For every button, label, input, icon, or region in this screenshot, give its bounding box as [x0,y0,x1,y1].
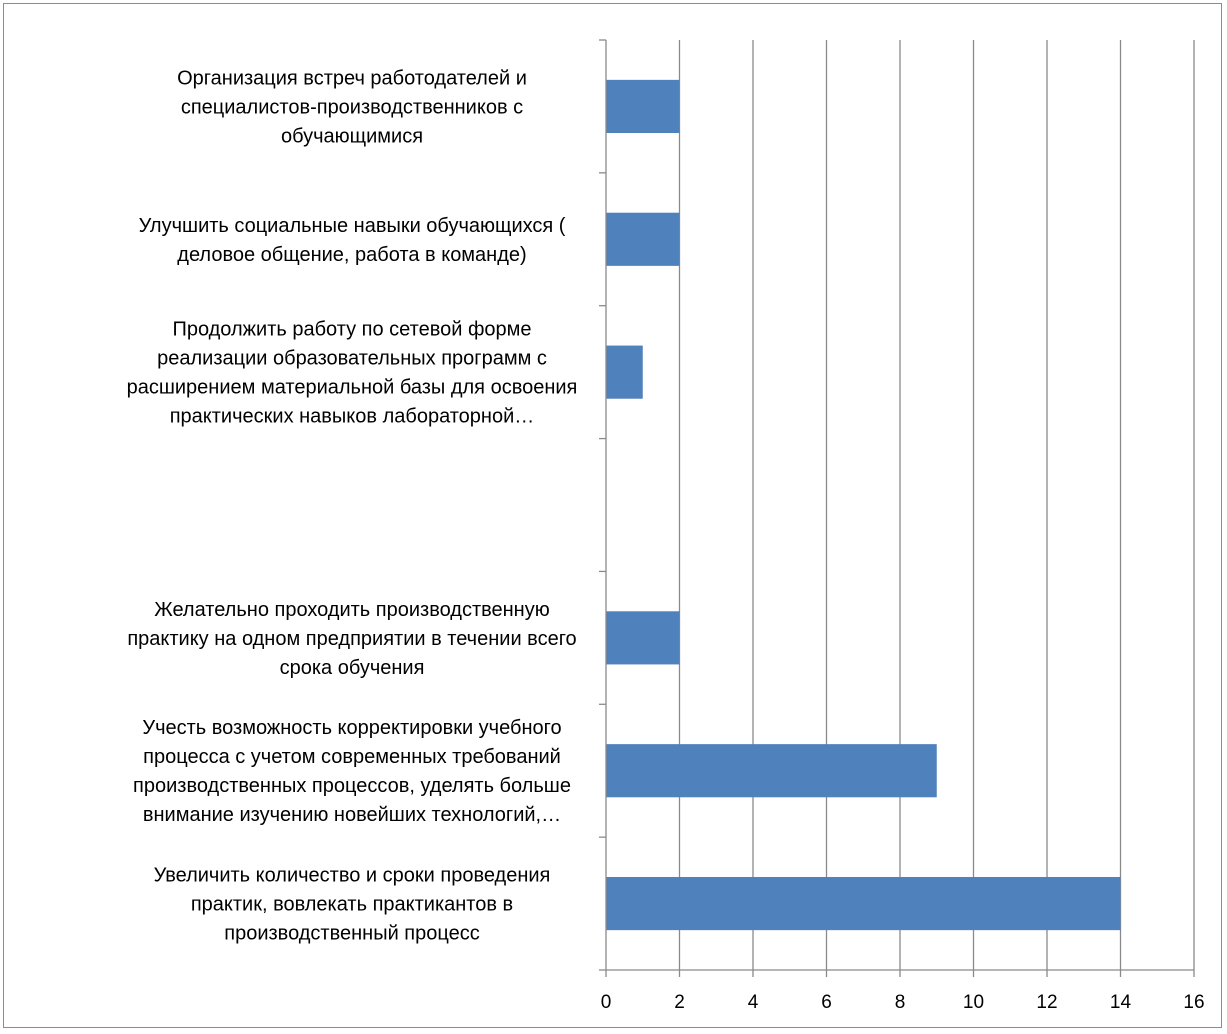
category-label-4-line-2: срока обучения [280,657,425,679]
category-label-5-line-1: процесса с учетом современных требований [143,746,561,768]
category-label-6-line-0: Увеличить количество и сроки проведения [154,865,551,887]
bar-2 [606,345,643,399]
x-tick-label-1: 2 [674,992,685,1013]
category-label-2-line-2: расширением материальной базы для освоен… [127,377,578,399]
x-tick-label-6: 12 [1036,992,1057,1013]
bar-4 [606,611,680,665]
category-label-2-line-3: практических навыков лабораторной… [170,406,535,428]
category-label-1-line-0: Улучшить социальные навыки обучающихся ( [139,215,566,237]
x-tick-label-7: 14 [1110,992,1132,1013]
category-label-4-line-1: практику на одном предприятии в течении … [127,628,576,650]
x-tick-label-4: 8 [895,992,906,1013]
x-tick-label-0: 0 [601,992,612,1013]
x-tick-label-3: 6 [821,992,832,1013]
x-tick-label-2: 4 [748,992,759,1013]
bar-6 [606,877,1121,931]
x-tick-label-8: 16 [1183,992,1204,1013]
category-label-5-line-3: внимание изучению новейших технологий,… [143,804,561,826]
category-label-2-line-1: реализации образовательных программ с [157,348,547,370]
bar-1 [606,212,680,266]
chart-frame [3,3,1222,1028]
category-label-5-line-0: Учесть возможность корректировки учебног… [142,717,561,739]
category-label-2-line-0: Продолжить работу по сетевой форме [172,319,531,341]
bar-0 [606,79,680,133]
category-label-5-line-2: производственных процессов, уделять боль… [133,775,571,797]
bar-5 [606,744,937,798]
category-label-0-line-2: обучающимися [281,125,423,147]
category-label-0-line-0: Организация встреч работодателей и [177,67,527,89]
category-label-1-line-1: деловое общение, работа в команде) [177,244,526,266]
category-label-0-line-1: специалистов-производственников с [181,96,523,118]
x-tick-label-5: 10 [963,992,984,1013]
category-label-6-line-2: производственный процесс [224,923,479,945]
category-label-4-line-0: Желательно проходить производственную [154,599,549,621]
category-label-6-line-1: практик, вовлекать практикантов в [191,894,513,916]
